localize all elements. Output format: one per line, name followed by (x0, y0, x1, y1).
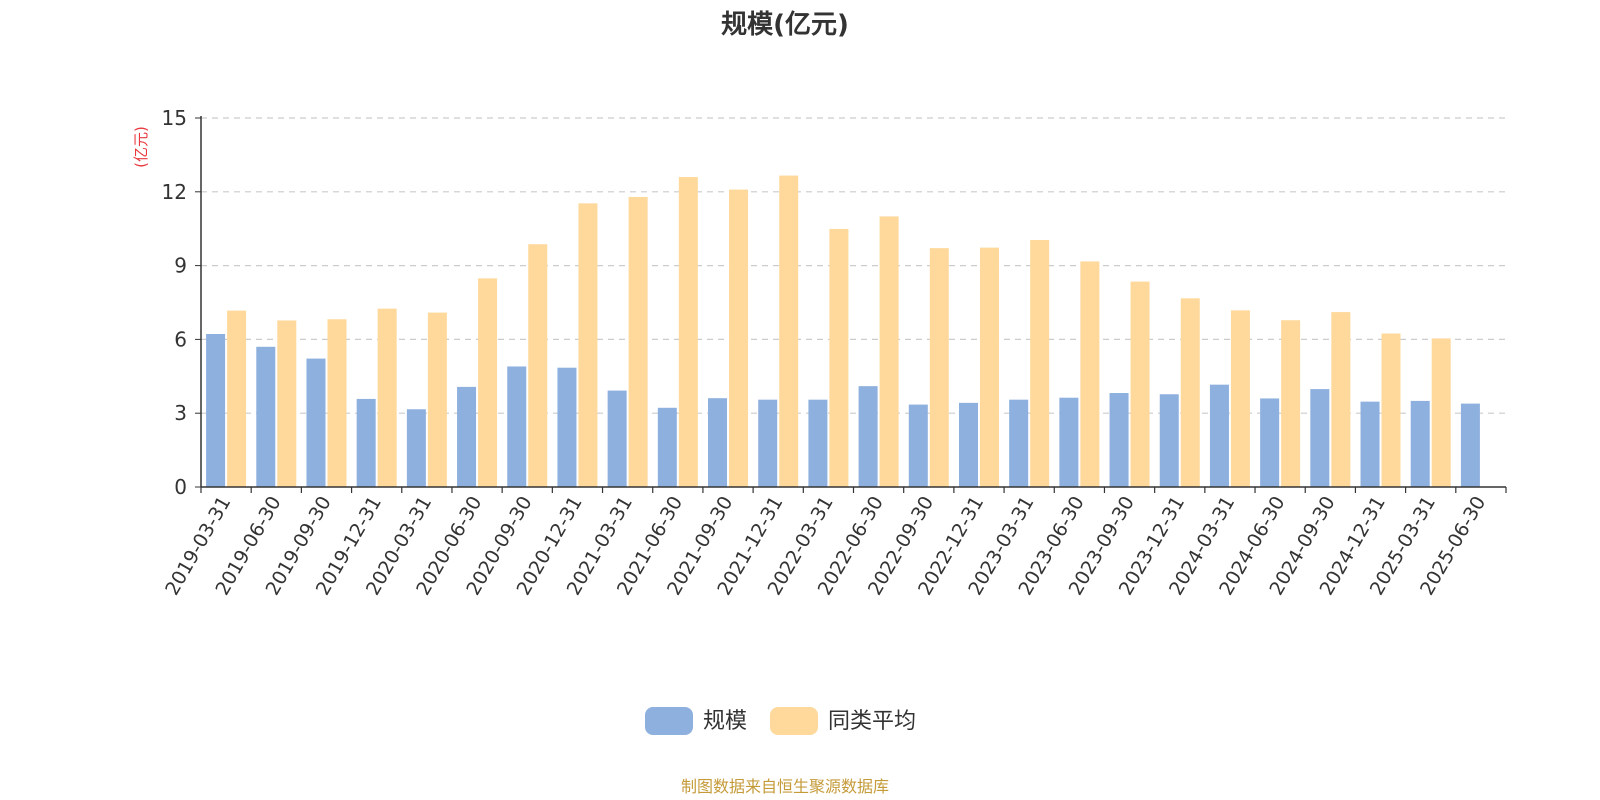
bar-category-average (327, 319, 347, 487)
bar-category-average (1080, 261, 1100, 487)
legend-item-guimo[interactable]: 规模 (645, 707, 747, 735)
chart-title: 规模(亿元) (721, 10, 849, 40)
y-axis-label: (亿元) (132, 126, 150, 168)
bar-guimo (507, 366, 527, 487)
y-tick-label: 9 (174, 254, 187, 278)
bar-guimo (457, 386, 477, 487)
bar-category-average (979, 247, 999, 487)
axes (195, 116, 1507, 493)
bar-guimo (256, 346, 276, 487)
bar-guimo (1209, 384, 1229, 487)
y-tick-label: 12 (162, 180, 187, 204)
y-tick-label: 6 (174, 327, 187, 351)
bar-category-average (1331, 312, 1351, 487)
bar-category-average (427, 312, 447, 487)
bar-guimo (708, 398, 728, 487)
source-note: 制图数据来自恒生聚源数据库 (681, 777, 889, 796)
y-tick-labels: 0 3 6 9 12 15 (162, 106, 187, 499)
bar-category-average (1130, 281, 1150, 487)
bar-category-average (1180, 298, 1200, 487)
y-tick-label: 3 (174, 401, 187, 425)
bar-guimo (356, 398, 376, 487)
bar-guimo (908, 404, 928, 487)
bar-category-average (1230, 310, 1250, 487)
bar-guimo (1310, 389, 1330, 487)
bar-guimo (808, 399, 828, 487)
bar-guimo (657, 407, 677, 487)
y-tick-label: 15 (162, 106, 187, 130)
y-tick-label: 0 (174, 475, 187, 499)
legend-swatch (645, 707, 693, 735)
bar-guimo (858, 386, 878, 487)
legend-label: 同类平均 (828, 709, 916, 734)
bar-category-average (1281, 320, 1301, 487)
bar-guimo (958, 402, 978, 487)
bar-guimo (1460, 403, 1480, 487)
bar-category-average (929, 248, 949, 487)
bar-category-average (879, 216, 899, 487)
bar-guimo (1109, 393, 1129, 487)
bar-guimo (406, 409, 426, 487)
bar-category-average (227, 310, 247, 487)
bar-category-average (628, 196, 648, 487)
bar-category-average (779, 175, 799, 487)
bar-guimo (306, 358, 326, 487)
bar-guimo (758, 399, 778, 487)
legend: 规模 同类平均 (645, 707, 916, 735)
legend-swatch (770, 707, 818, 735)
bar-guimo (1059, 397, 1079, 487)
bar-category-average (277, 320, 297, 487)
bar-guimo (1260, 398, 1280, 487)
bar-guimo (557, 367, 577, 487)
bar-category-average (528, 244, 548, 487)
bar-guimo (206, 333, 226, 487)
bar-category-average (1030, 240, 1050, 487)
bar-category-average (678, 177, 698, 488)
grid-lines (201, 117, 1506, 414)
legend-label: 规模 (703, 709, 747, 734)
x-tick-labels: 2019-03-312019-06-302019-09-302019-12-31… (161, 493, 1490, 600)
bar-category-average (377, 308, 397, 487)
bar-category-average (729, 189, 749, 487)
bar-category-average (1381, 333, 1401, 487)
bar-category-average (578, 203, 598, 487)
bar-category-average (829, 228, 849, 488)
bar-category-average (478, 278, 498, 487)
bar-guimo (1009, 399, 1029, 487)
bar-guimo (607, 390, 627, 487)
bar-guimo (1410, 400, 1430, 487)
bar-guimo (1159, 394, 1179, 487)
bars (206, 175, 1480, 488)
bar-category-average (1431, 338, 1451, 487)
bar-guimo (1360, 401, 1380, 487)
legend-item-category-average[interactable]: 同类平均 (770, 707, 916, 735)
